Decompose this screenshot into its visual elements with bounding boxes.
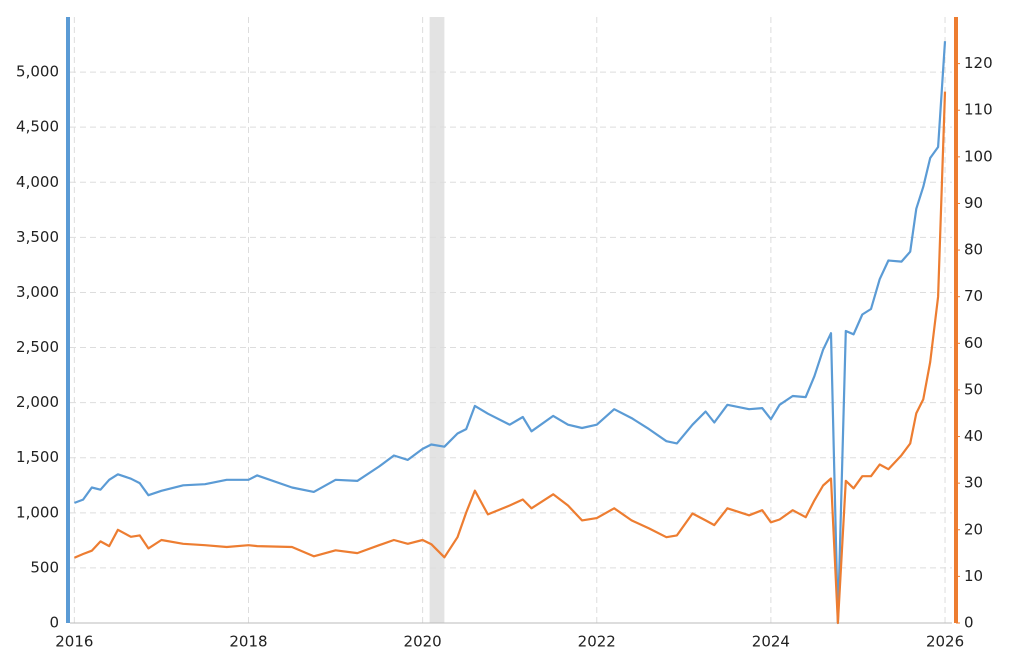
y2-tick-label: 90 xyxy=(964,194,983,212)
y2-tick-label: 100 xyxy=(964,147,993,165)
y-tick-label: 3,000 xyxy=(16,283,59,301)
y2-tick-label: 0 xyxy=(964,614,974,632)
y2-tick-label: 60 xyxy=(964,334,983,352)
series-line xyxy=(74,41,947,625)
y-tick-label: 2,000 xyxy=(16,393,59,411)
x-tick-label: 2020 xyxy=(404,633,442,651)
x-tick-label: 2018 xyxy=(229,633,267,651)
y2-tick-label: 30 xyxy=(964,474,983,492)
y-tick-label: 4,000 xyxy=(16,173,59,191)
y-tick-label: 3,500 xyxy=(16,228,59,246)
x-tick-label: 2026 xyxy=(926,633,964,651)
y2-tick-label: 70 xyxy=(964,287,983,305)
y2-tick-label: 80 xyxy=(964,241,983,259)
y-tick-label: 1,000 xyxy=(16,503,59,521)
y-tick-label: 4,500 xyxy=(16,118,59,136)
y2-tick-label: 20 xyxy=(964,520,983,538)
y2-tick-label: 40 xyxy=(964,427,983,445)
y-tick-label: 1,500 xyxy=(16,448,59,466)
y-tick-label: 5,000 xyxy=(16,63,59,81)
y-tick-label: 0 xyxy=(49,614,59,632)
y2-tick-label: 110 xyxy=(964,101,993,119)
shaded-range xyxy=(429,17,445,623)
x-tick-label: 2022 xyxy=(578,633,616,651)
y-tick-label: 2,500 xyxy=(16,338,59,356)
y2-axis xyxy=(954,17,958,623)
series-line xyxy=(73,91,947,625)
y-axis xyxy=(66,17,70,623)
x-tick-label: 2024 xyxy=(752,633,790,651)
y2-tick-label: 120 xyxy=(964,54,993,72)
y-tick-label: 500 xyxy=(30,558,59,576)
y2-tick-label: 10 xyxy=(964,567,983,585)
y2-tick-label: 50 xyxy=(964,380,983,398)
x-tick-label: 2016 xyxy=(55,633,93,651)
